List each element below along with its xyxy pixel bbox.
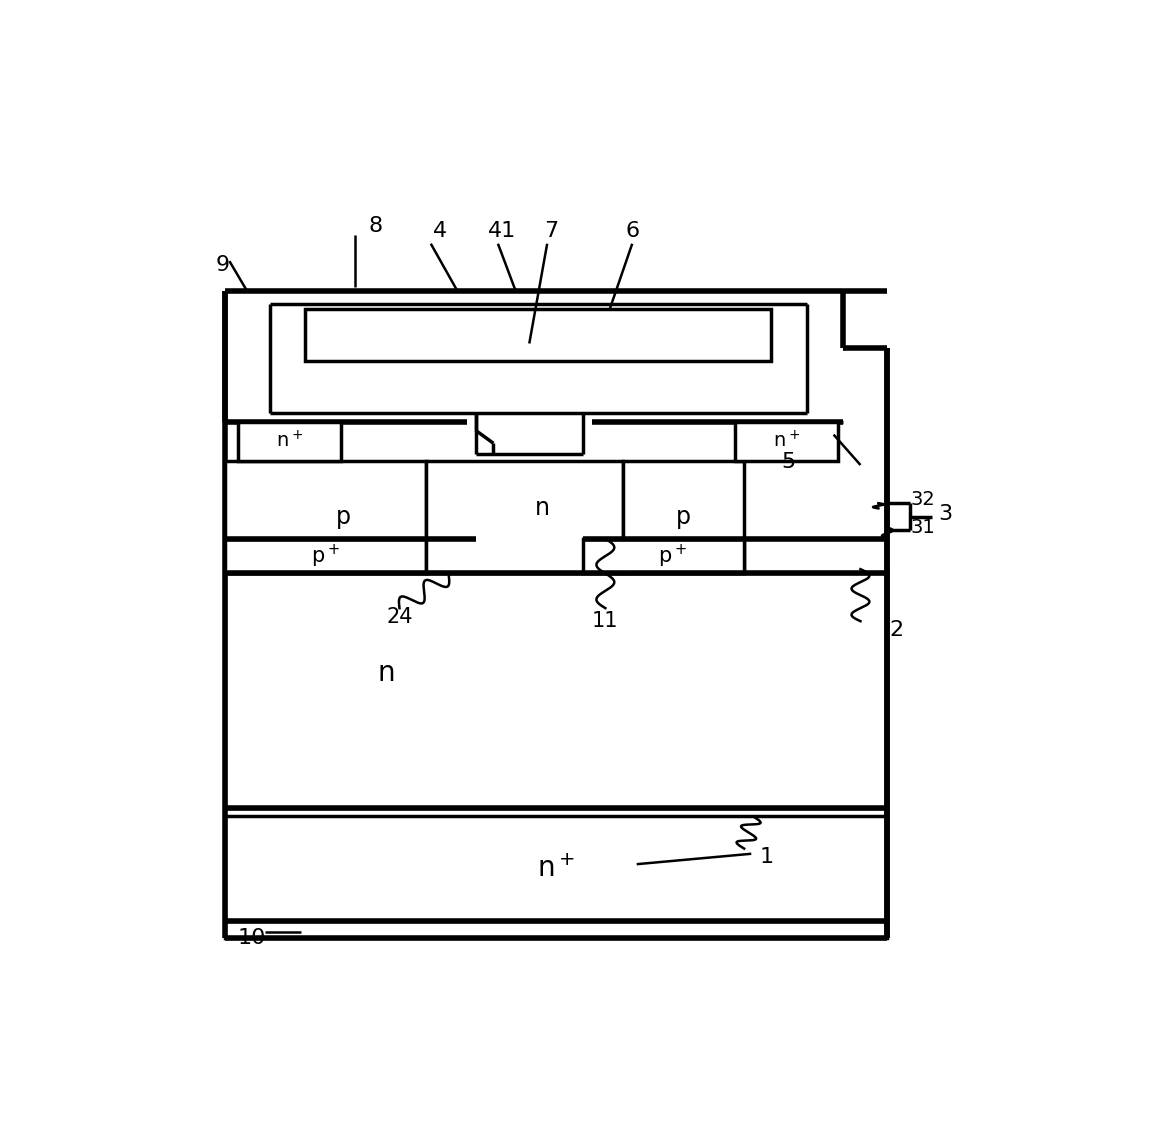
- Bar: [583, 539, 744, 574]
- Text: 9: 9: [216, 256, 230, 275]
- Text: p: p: [676, 505, 691, 529]
- Bar: [225, 574, 887, 808]
- Text: 3: 3: [939, 505, 953, 524]
- Text: 41: 41: [489, 221, 516, 241]
- Text: 5: 5: [782, 452, 796, 472]
- Text: 1: 1: [760, 848, 774, 868]
- Text: n$^+$: n$^+$: [773, 431, 800, 452]
- Bar: [624, 461, 744, 574]
- Text: p$^+$: p$^+$: [658, 542, 687, 570]
- Text: 2: 2: [889, 620, 903, 640]
- Bar: [306, 309, 772, 361]
- Text: 10: 10: [238, 928, 266, 948]
- Text: p: p: [336, 505, 351, 529]
- Text: 11: 11: [593, 611, 619, 631]
- Text: n$^+$: n$^+$: [537, 854, 575, 882]
- Text: 4: 4: [433, 221, 447, 241]
- Text: 31: 31: [911, 518, 936, 536]
- Text: 6: 6: [625, 221, 639, 241]
- Bar: [225, 539, 426, 574]
- Bar: [238, 421, 342, 461]
- Bar: [426, 461, 624, 574]
- Text: 24: 24: [386, 606, 412, 627]
- Text: 8: 8: [368, 216, 382, 237]
- Bar: [225, 816, 887, 921]
- Text: n: n: [378, 659, 395, 687]
- Text: 32: 32: [911, 490, 936, 509]
- Bar: [225, 921, 887, 938]
- Bar: [225, 461, 426, 574]
- Text: p$^+$: p$^+$: [311, 542, 340, 570]
- Text: n$^+$: n$^+$: [276, 431, 304, 452]
- Bar: [736, 421, 839, 461]
- Text: 7: 7: [545, 221, 559, 241]
- Text: n: n: [535, 496, 550, 521]
